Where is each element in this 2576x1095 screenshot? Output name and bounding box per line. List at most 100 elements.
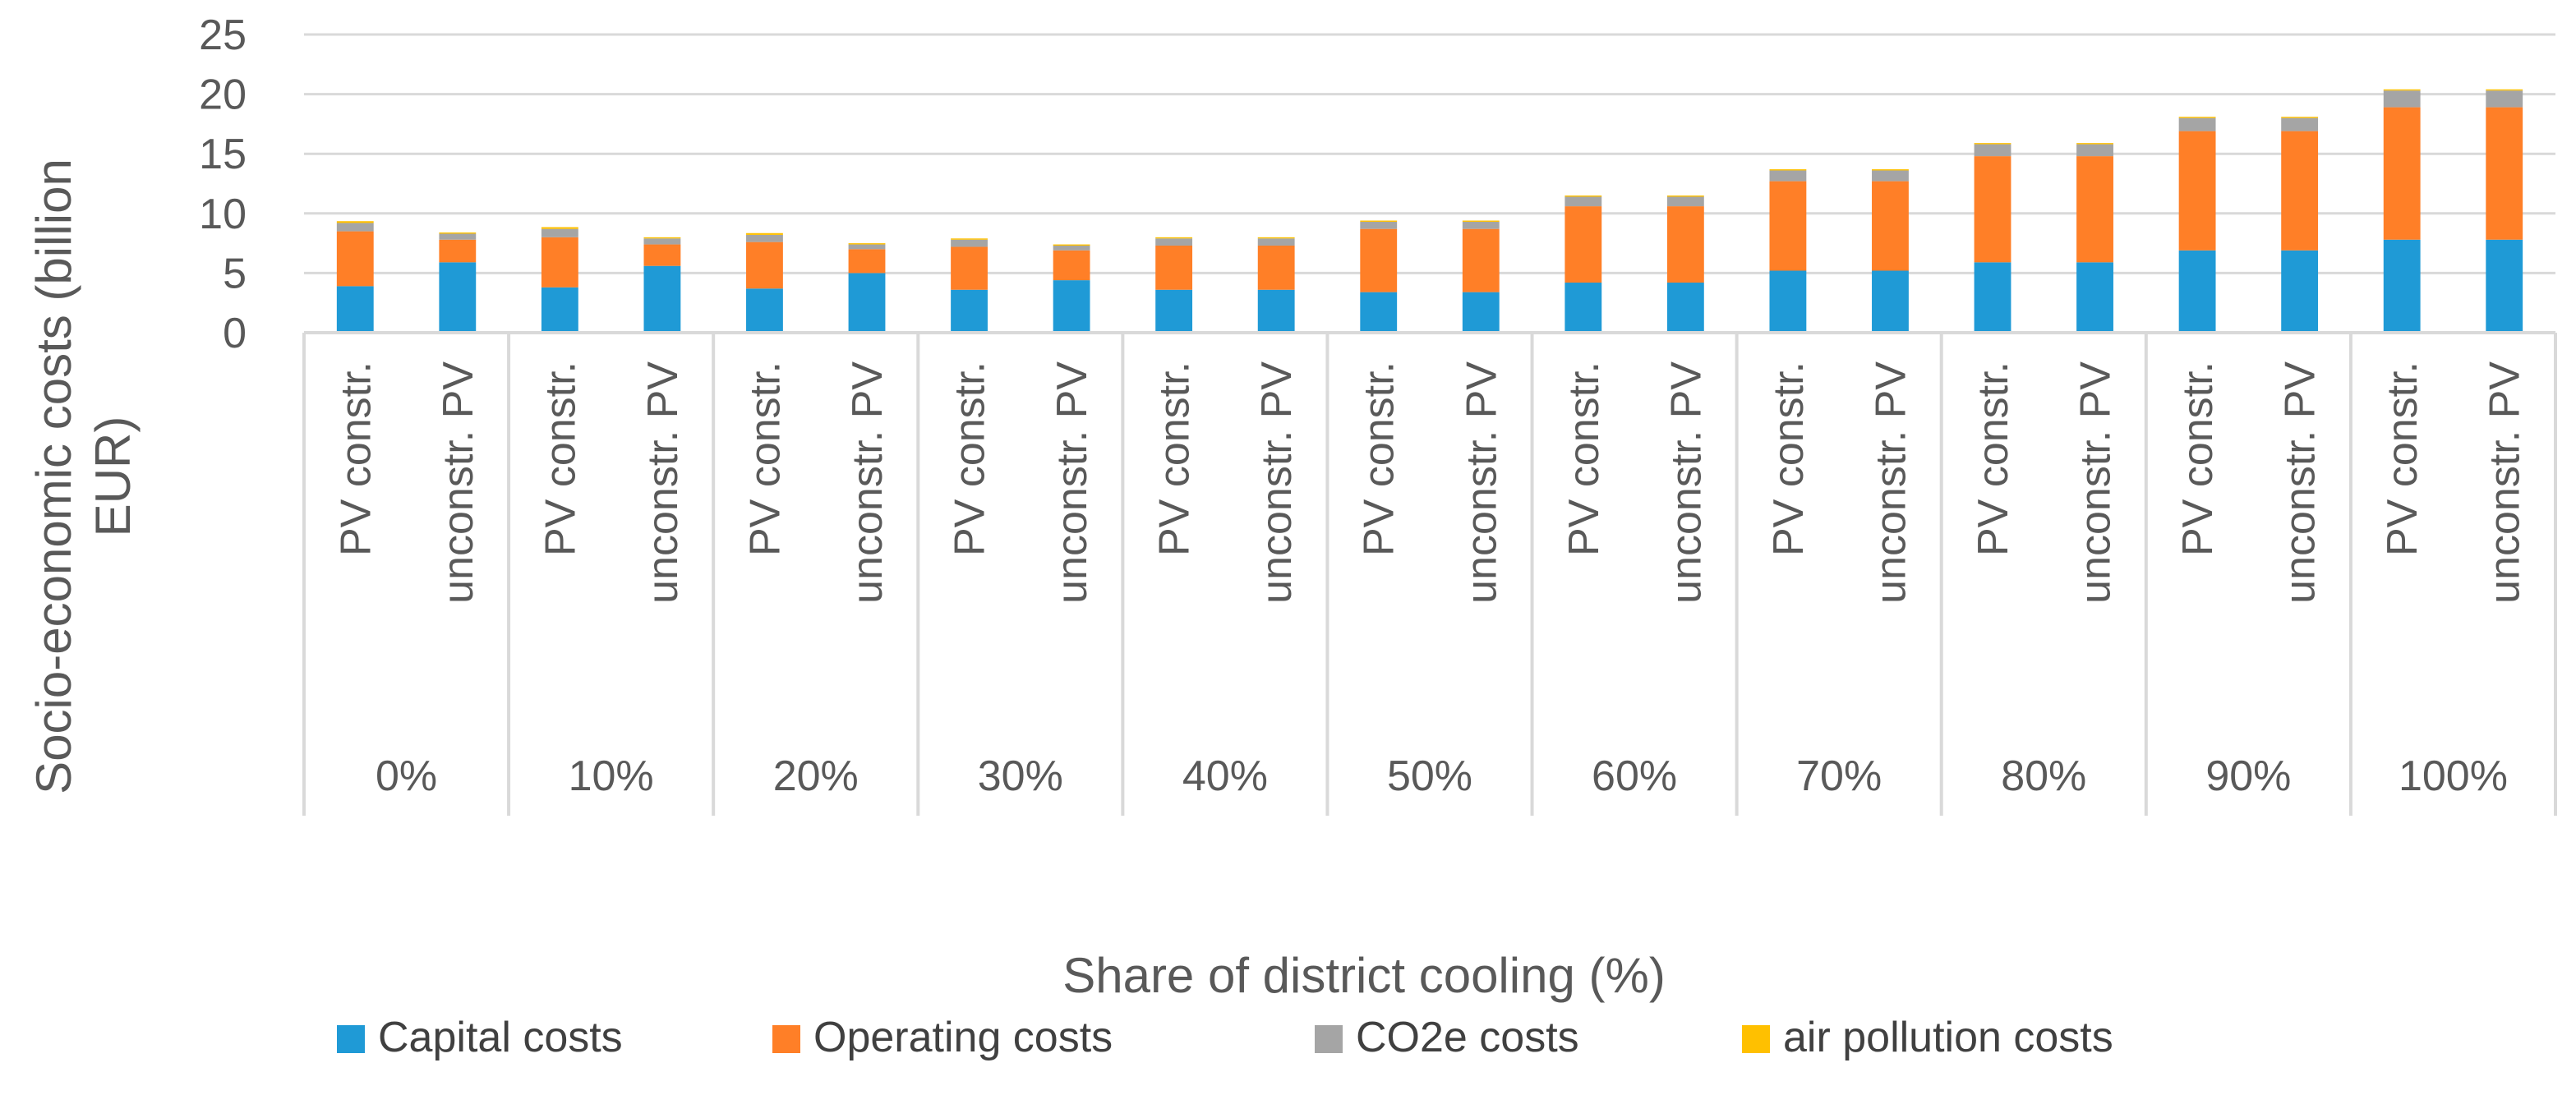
bar-capital-costs xyxy=(746,288,783,333)
bar-capital-costs xyxy=(1257,289,1295,333)
bar-co2e-costs xyxy=(2383,90,2421,108)
bar-operating-costs xyxy=(439,239,477,263)
bar-operating-costs xyxy=(541,237,578,288)
bar-capital-costs xyxy=(2178,250,2216,333)
bar-air-pollution-costs xyxy=(1155,237,1193,239)
bar-operating-costs xyxy=(1769,181,1807,271)
bar-co2e-costs xyxy=(1360,221,1398,229)
x-group-label: 40% xyxy=(1182,752,1268,800)
bar-capital-costs xyxy=(1769,270,1807,333)
bar-operating-costs xyxy=(1360,228,1398,292)
bar-capital-costs xyxy=(951,289,988,333)
bar-capital-costs xyxy=(2281,250,2319,333)
gridlines xyxy=(304,33,2555,334)
x-category-label: unconstr. PV xyxy=(1253,361,1301,604)
bars xyxy=(336,89,2523,333)
bar-capital-costs xyxy=(1872,270,1909,333)
bar-co2e-costs xyxy=(541,228,578,237)
x-group-label: 70% xyxy=(1796,752,1882,800)
bar-co2e-costs xyxy=(1564,196,1602,207)
x-category-label: unconstr. PV xyxy=(1048,361,1096,604)
bar-co2e-costs xyxy=(336,223,374,232)
x-category-label: PV constr. xyxy=(947,361,994,556)
legend-label: Capital costs xyxy=(378,1014,623,1061)
bar-operating-costs xyxy=(951,246,988,290)
x-group-label: 50% xyxy=(1387,752,1472,800)
y-tick-label: 15 xyxy=(199,131,247,178)
x-category-label: unconstr. PV xyxy=(2277,361,2325,604)
x-group-label: 90% xyxy=(2205,752,2291,800)
x-group-label: 60% xyxy=(1592,752,1677,800)
bar-operating-costs xyxy=(746,242,783,289)
bar-co2e-costs xyxy=(746,234,783,242)
x-category-label: PV constr. xyxy=(1970,361,2017,556)
bar-operating-costs xyxy=(1257,246,1295,290)
x-group-label: 20% xyxy=(773,752,859,800)
bar-operating-costs xyxy=(1462,228,1500,292)
bar-operating-costs xyxy=(848,249,886,274)
x-category-label: unconstr. PV xyxy=(1458,361,1505,604)
x-category-label: PV constr. xyxy=(741,361,789,556)
legend-label: Operating costs xyxy=(813,1014,1113,1061)
y-axis-title-line: EUR) xyxy=(85,416,141,537)
x-category-label: PV constr. xyxy=(1765,361,1813,556)
bar-capital-costs xyxy=(1974,262,2011,333)
x-axis: PV constr. unconstr. PV PV constr. unconstr… xyxy=(302,331,2557,816)
y-tick-label: 25 xyxy=(199,12,247,59)
bar-operating-costs xyxy=(1666,206,1704,283)
bar-capital-costs xyxy=(1360,292,1398,333)
bar-co2e-costs xyxy=(2076,144,2113,157)
bar-air-pollution-costs xyxy=(336,221,374,223)
bar-co2e-costs xyxy=(2281,117,2319,131)
bar-capital-costs xyxy=(1666,283,1704,333)
bar-operating-costs xyxy=(1053,250,1090,281)
bar-co2e-costs xyxy=(1974,144,2011,157)
legend-swatch xyxy=(337,1025,365,1053)
x-group-label: 0% xyxy=(376,752,437,800)
y-tick-label: 20 xyxy=(199,71,247,119)
bar-air-pollution-costs xyxy=(746,232,783,235)
bar-co2e-costs xyxy=(1053,246,1090,251)
bar-air-pollution-costs xyxy=(1360,220,1398,222)
x-category-label: PV constr. xyxy=(2174,361,2222,556)
x-category-label: unconstr. PV xyxy=(1867,361,1915,604)
bar-air-pollution-costs xyxy=(1053,244,1090,246)
x-group-label: 10% xyxy=(569,752,654,800)
bar-co2e-costs xyxy=(2486,90,2523,108)
bar-co2e-costs xyxy=(951,239,988,247)
bar-operating-costs xyxy=(1974,156,2011,263)
bar-operating-costs xyxy=(2486,107,2523,240)
bar-capital-costs xyxy=(541,287,578,333)
bar-air-pollution-costs xyxy=(1462,220,1500,222)
y-tick-label: 0 xyxy=(223,310,247,357)
bar-capital-costs xyxy=(1053,280,1090,333)
y-tick-label: 10 xyxy=(199,191,247,238)
bar-co2e-costs xyxy=(1155,238,1193,246)
x-category-label: unconstr. PV xyxy=(844,361,892,604)
bar-operating-costs xyxy=(1872,181,1909,271)
bar-air-pollution-costs xyxy=(439,232,477,234)
x-category-label: unconstr. PV xyxy=(435,361,482,604)
x-category-label: PV constr. xyxy=(2379,361,2426,556)
bar-co2e-costs xyxy=(848,244,886,250)
bar-co2e-costs xyxy=(439,233,477,240)
bar-operating-costs xyxy=(1564,206,1602,283)
x-category-label: PV constr. xyxy=(537,361,584,556)
bar-operating-costs xyxy=(643,244,681,266)
x-category-label: unconstr. PV xyxy=(2482,361,2529,604)
x-group-label: 100% xyxy=(2399,752,2508,800)
bar-capital-costs xyxy=(2383,239,2421,333)
x-category-label: PV constr. xyxy=(1151,361,1199,556)
x-category-label: unconstr. PV xyxy=(639,361,687,604)
x-group-label: 80% xyxy=(2001,752,2086,800)
bar-air-pollution-costs xyxy=(1872,169,1909,171)
bar-capital-costs xyxy=(336,286,374,333)
legend-label: CO2e costs xyxy=(1356,1014,1579,1061)
bar-capital-costs xyxy=(439,262,477,333)
x-axis-title: Share of district cooling (%) xyxy=(1062,948,1666,1003)
bar-co2e-costs xyxy=(1769,170,1807,182)
y-tick-label: 5 xyxy=(223,250,247,297)
x-category-label: PV constr. xyxy=(332,361,380,556)
bar-co2e-costs xyxy=(1462,221,1500,229)
